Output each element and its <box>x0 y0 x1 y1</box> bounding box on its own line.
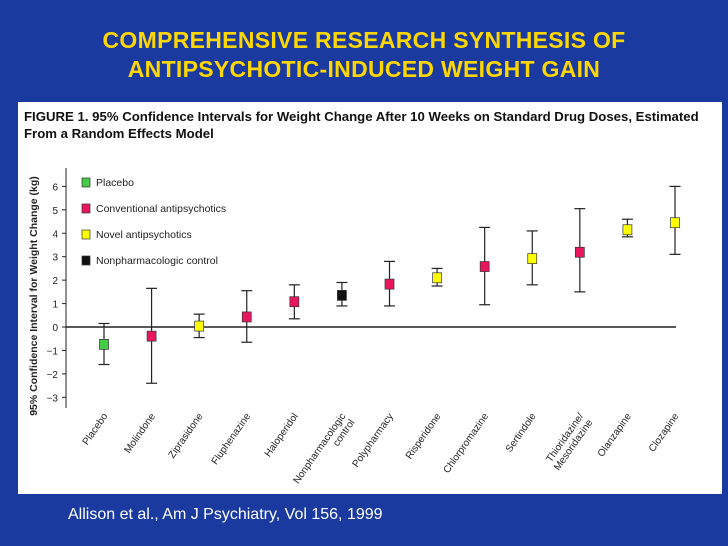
legend-label-novel: Novel antipsychotics <box>96 229 192 241</box>
x-tick-label-line: Ziprasidone <box>167 411 206 460</box>
citation: Allison et al., Am J Psychiatry, Vol 156… <box>68 506 383 523</box>
point-marker-10 <box>527 253 538 264</box>
slide-title-line-1: COMPREHENSIVE RESEARCH SYNTHESIS OF <box>102 27 626 53</box>
x-tick-label-1: Placebo <box>81 411 111 447</box>
y-tick-label: 1 <box>52 300 58 311</box>
point-marker-6 <box>337 290 347 301</box>
x-tick-label-2: Molindone <box>123 411 159 455</box>
x-tick-label-line: Risperidone <box>404 411 444 461</box>
y-tick-label: 2 <box>52 276 58 287</box>
legend-label-nonpharm: Nonpharmacologic control <box>96 255 218 267</box>
point-marker-12 <box>622 224 633 236</box>
y-tick-label: 4 <box>52 229 58 240</box>
point-marker-13 <box>670 217 680 229</box>
x-tick-label-line: Molindone <box>123 411 159 455</box>
y-tick-label: −1 <box>47 346 59 357</box>
x-tick-label-line: Clozapine <box>647 411 682 454</box>
x-tick-label-line: Olanzapine <box>596 411 634 459</box>
x-tick-label-line: Fluphenazine <box>210 411 254 467</box>
y-tick-label: 0 <box>52 323 58 334</box>
x-tick-label-line: Chlorpromazine <box>442 411 492 475</box>
x-tick-label-10: Sertindole <box>504 411 539 455</box>
x-tick-label-4: Fluphenazine <box>210 411 254 467</box>
x-tick-label-8: Risperidone <box>404 411 444 461</box>
legend-swatch-conventional <box>81 203 91 214</box>
x-tick-label-line: Sertindole <box>504 411 539 455</box>
y-tick-label: 5 <box>52 206 58 217</box>
x-tick-label-9: Chlorpromazine <box>442 411 492 475</box>
x-tick-label-7: Polypharmacy <box>351 411 396 469</box>
x-tick-label-13: Clozapine <box>647 411 682 454</box>
point-marker-2 <box>146 330 157 342</box>
y-tick-label: −2 <box>47 370 59 381</box>
x-tick-label-3: Ziprasidone <box>167 411 206 460</box>
figure-caption: FIGURE 1. 95% Confidence Intervals for W… <box>24 108 716 142</box>
point-marker-3 <box>194 320 205 332</box>
x-tick-label-11: Thioridazine/Mesoridazine <box>543 411 595 473</box>
slide-title-line-2: ANTIPSYCHOTIC-INDUCED WEIGHT GAIN <box>127 56 601 82</box>
y-tick-label: −3 <box>47 393 59 404</box>
point-marker-5 <box>289 296 300 308</box>
figure-caption-text: 95% Confidence Intervals for Weight Chan… <box>24 109 699 141</box>
figure-caption-prefix: FIGURE 1. <box>24 109 89 124</box>
legend-label-conventional: Conventional antipsychotics <box>96 203 226 215</box>
legend-swatch-placebo <box>81 177 91 188</box>
legend-swatch-nonpharm <box>81 255 91 266</box>
figure-panel: FIGURE 1. 95% Confidence Intervals for W… <box>18 102 722 494</box>
legend-swatch-novel <box>81 229 91 240</box>
legend-label-placebo: Placebo <box>96 177 134 189</box>
x-tick-label-12: Olanzapine <box>596 411 634 459</box>
y-tick-label: 6 <box>52 182 58 193</box>
point-marker-8 <box>432 272 442 284</box>
x-tick-label-line: Polypharmacy <box>351 411 396 469</box>
point-marker-9 <box>479 261 490 272</box>
x-tick-label-6: Nonpharmacologiccontrol <box>292 411 358 492</box>
x-tick-label-line: Haloperidol <box>263 411 301 459</box>
point-marker-7 <box>384 278 395 290</box>
slide-title: COMPREHENSIVE RESEARCH SYNTHESIS OF ANTI… <box>0 26 728 84</box>
point-marker-11 <box>574 246 585 258</box>
point-marker-4 <box>241 311 252 323</box>
y-tick-label: 3 <box>52 253 58 264</box>
point-marker-1 <box>99 339 109 350</box>
x-tick-label-line: Placebo <box>81 411 111 447</box>
y-axis-title: 95% Confidence Interval for Weight Chang… <box>28 176 40 416</box>
x-tick-label-5: Haloperidol <box>263 411 301 459</box>
confidence-interval-chart: −3 −2 −1 0 1 2 3 4 5 6 95% Confidence Interval for… <box>28 168 682 492</box>
